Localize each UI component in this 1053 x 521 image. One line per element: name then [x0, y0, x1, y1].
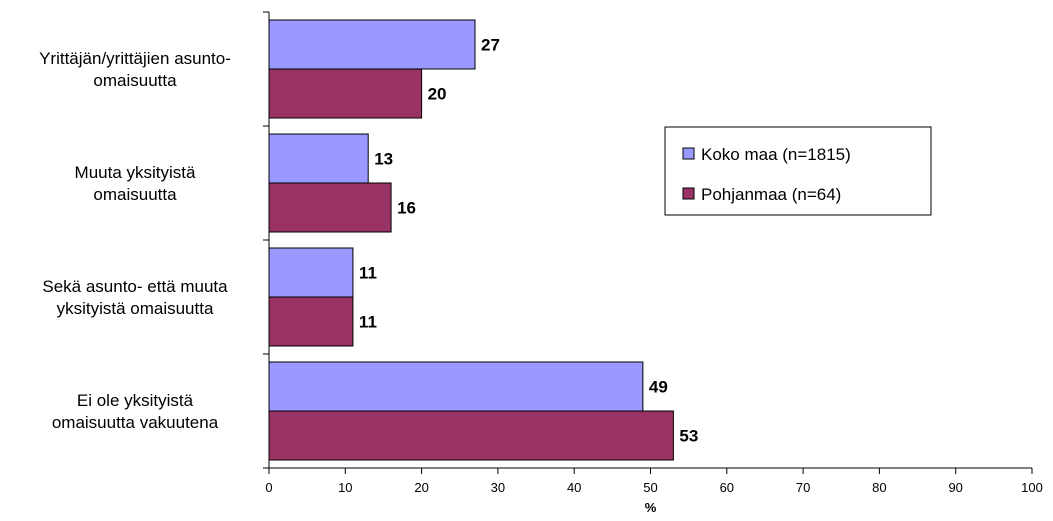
category-label: Ei ole yksityistä omaisuutta vakuutena [52, 391, 219, 432]
legend-swatch [682, 187, 695, 200]
data-label: 11 [359, 264, 377, 283]
x-tick-label: 80 [872, 480, 886, 495]
category-labels: Yrittäjän/yrittäjien asunto-omaisuutta Mu… [39, 49, 231, 432]
legend: Koko maa (n=1815) Pohjanmaa (n=64) [664, 126, 932, 216]
data-label: 27 [481, 36, 500, 55]
x-tick-label: 30 [491, 480, 505, 495]
legend-swatch [682, 147, 695, 160]
x-tick-label: 50 [643, 480, 657, 495]
x-tick-label: 20 [414, 480, 428, 495]
x-tick-label: 70 [796, 480, 810, 495]
legend-box [664, 126, 932, 216]
data-label: 20 [428, 85, 447, 104]
x-tick-label: 90 [948, 480, 962, 495]
bar [268, 133, 369, 184]
axes [263, 11, 1033, 474]
bar [268, 68, 423, 119]
legend-label: Koko maa (n=1815) [701, 145, 851, 164]
bar [268, 361, 644, 412]
bar [268, 182, 392, 233]
data-label: 53 [679, 427, 698, 446]
data-label: 49 [649, 378, 668, 397]
x-tick-label: 100 [1021, 480, 1043, 495]
data-label: 13 [374, 150, 393, 169]
data-label: 16 [397, 199, 416, 218]
data-labels: 27 20 13 16 11 11 49 53 [359, 36, 698, 446]
bar [268, 410, 674, 461]
x-tick-label: 10 [338, 480, 352, 495]
x-axis-title: % [645, 500, 657, 515]
bar [268, 247, 354, 298]
data-label: 11 [359, 313, 377, 332]
x-tick-labels: 0 10 20 30 40 50 60 70 80 90 100 [265, 480, 1042, 495]
bars [268, 19, 674, 461]
bar [268, 19, 476, 70]
category-label: Muuta yksityistä omaisuutta [75, 163, 196, 204]
bar [268, 296, 354, 347]
legend-label: Pohjanmaa (n=64) [701, 185, 841, 204]
x-tick-label: 0 [265, 480, 272, 495]
category-label: Yrittäjän/yrittäjien asunto-omaisuutta [39, 49, 231, 90]
category-label: Sekä asunto- että muuta yksityistä omaisu… [42, 277, 228, 318]
x-tick-label: 60 [720, 480, 734, 495]
x-tick-label: 40 [567, 480, 581, 495]
